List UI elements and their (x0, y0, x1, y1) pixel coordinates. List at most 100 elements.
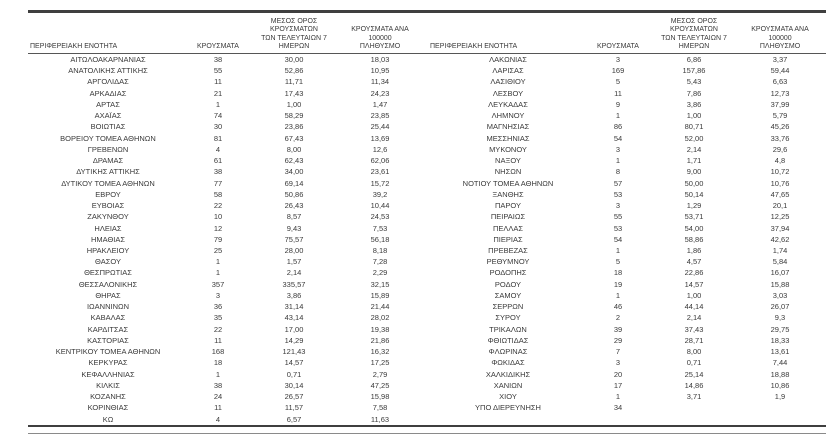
col-header-region: ΠΕΡΙΦΕΡΕΙΑΚΗ ΕΝΟΤΗΤΑ (430, 43, 518, 51)
table-row: ΦΛΩΡΙΝΑΣ 7 8,00 13,61 (428, 346, 820, 357)
table-row: ΚΙΛΚΙΣ 38 30,14 47,25 (28, 380, 420, 391)
col-header-cases: ΚΡΟΥΣΜΑΤΑ (597, 43, 639, 51)
cases-cell: 1 (615, 245, 621, 255)
per100k-cell: 42,62 (770, 234, 790, 244)
cases-cell: 20 (613, 369, 623, 379)
region-cell: ΕΒΡΟΥ (95, 189, 121, 199)
avg7-cell: 8,00 (286, 144, 302, 154)
cases-cell: 11 (214, 335, 222, 345)
per100k-cell: 9,3 (774, 313, 786, 323)
table-row: ΛΑΡΙΣΑΣ 169 157,86 59,44 (428, 65, 820, 76)
per100k-cell: 13,61 (770, 347, 790, 357)
cases-cell: 55 (613, 212, 623, 222)
cases-cell: 5 (615, 77, 621, 87)
per100k-cell: 15,89 (370, 290, 390, 300)
per100k-cell: 37,94 (770, 223, 790, 233)
region-cell: ΔΥΤΙΚΟΥ ΤΟΜΕΑ ΑΘΗΝΩΝ (61, 178, 155, 188)
table-row: ΠΕΙΡΑΙΩΣ 55 53,71 12,25 (428, 211, 820, 222)
avg7-cell: 11,71 (284, 77, 304, 87)
table-row: ΚΑΣΤΟΡΙΑΣ 11 14,29 21,86 (28, 335, 420, 346)
table-row: ΚΩ 4 6,57 11,63 (28, 414, 420, 425)
cases-cell: 61 (213, 156, 223, 166)
table-row: ΝΗΣΩΝ 8 9,00 10,72 (428, 166, 820, 177)
region-cell: ΛΑΣΙΘΙΟΥ (490, 77, 526, 87)
cases-table-right: ΠΕΡΙΦΕΡΕΙΑΚΗ ΕΝΟΤΗΤΑ ΚΡΟΥΣΜΑΤΑ ΜΕΣΟΣ ΟΡΟ… (428, 12, 820, 414)
avg7-cell: 8,00 (686, 347, 702, 357)
table-row: ΧΑΛΚΙΔΙΚΗΣ 20 25,14 18,88 (428, 369, 820, 380)
avg7-cell: 14,57 (284, 358, 304, 368)
avg7-cell: 54,00 (684, 223, 704, 233)
table-row: ΚΟΡΙΝΘΙΑΣ 11 11,57 7,58 (28, 402, 420, 413)
table-row: ΛΑΚΩΝΙΑΣ 3 6,86 3,37 (428, 54, 820, 65)
per100k-cell: 12,6 (372, 144, 388, 154)
per100k-cell: 20,1 (772, 201, 788, 211)
table-row: ΞΑΝΘΗΣ 53 50,14 47,65 (428, 189, 820, 200)
per100k-cell: 28,02 (370, 313, 390, 323)
table-row: ΚΑΡΔΙΤΣΑΣ 22 17,00 19,38 (28, 324, 420, 335)
region-cell: ΚΟΡΙΝΘΙΑΣ (87, 403, 129, 413)
region-cell: ΑΡΤΑΣ (96, 99, 120, 109)
table-body: ΑΙΤΩΛΟΑΚΑΡΝΑΝΙΑΣ 38 30,00 18,03 ΑΝΑΤΟΛΙΚΗΣ Α… (28, 54, 420, 425)
per100k-cell: 15,98 (370, 392, 390, 402)
cases-cell: 39 (613, 324, 623, 334)
table-row: ΤΡΙΚΑΛΩΝ 39 37,43 29,75 (428, 324, 820, 335)
avg7-cell: 58,29 (284, 111, 304, 121)
cases-cell: 46 (613, 302, 623, 312)
table-row: ΑΡΓΟΛΙΔΑΣ 11 11,71 11,34 (28, 76, 420, 87)
table-row: ΒΟΙΩΤΙΑΣ 30 23,86 25,44 (28, 121, 420, 132)
avg7-cell: 0,71 (686, 358, 702, 368)
per100k-cell: 21,86 (370, 335, 390, 345)
region-cell: ΣΥΡΟΥ (495, 313, 521, 323)
bottom-thin-rule (28, 433, 826, 434)
table-row: ΛΕΥΚΑΔΑΣ 9 3,86 37,99 (428, 99, 820, 110)
cases-cell: 3 (215, 290, 221, 300)
cases-cell: 38 (213, 380, 223, 390)
cases-cell: 54 (613, 234, 623, 244)
table-row: ΛΕΣΒΟΥ 11 7,86 12,73 (428, 88, 820, 99)
cases-cell: 81 (213, 133, 223, 143)
table-row: ΑΝΑΤΟΛΙΚΗΣ ΑΤΤΙΚΗΣ 55 52,86 10,95 (28, 65, 420, 76)
per100k-cell: 16,07 (770, 268, 790, 278)
cases-cell: 3 (615, 358, 621, 368)
per100k-cell: 3,37 (772, 55, 788, 64)
table-row: ΣΥΡΟΥ 2 2,14 9,3 (428, 312, 820, 323)
avg7-cell: 50,00 (684, 178, 704, 188)
cases-cell: 1 (215, 369, 221, 379)
per100k-cell: 4,8 (774, 156, 786, 166)
per100k-cell: 18,88 (770, 369, 790, 379)
cases-cell: 357 (211, 279, 225, 289)
avg7-cell: 25,14 (684, 369, 704, 379)
region-cell: ΞΑΝΘΗΣ (492, 189, 524, 199)
per100k-cell: 10,72 (770, 167, 790, 177)
region-cell: ΚΑΣΤΟΡΙΑΣ (87, 335, 129, 345)
table-row: ΚΑΒΑΛΑΣ 35 43,14 28,02 (28, 312, 420, 323)
avg7-cell: 14,29 (284, 335, 304, 345)
region-cell: ΛΕΥΚΑΔΑΣ (488, 99, 528, 109)
cases-cell: 22 (213, 201, 223, 211)
col-header-cases: ΚΡΟΥΣΜΑΤΑ (197, 43, 239, 51)
table-row: ΦΩΚΙΔΑΣ 3 0,71 7,44 (428, 357, 820, 368)
avg7-cell: 75,57 (284, 234, 304, 244)
cases-cell: 1 (215, 99, 221, 109)
per100k-cell: 11,34 (370, 77, 390, 87)
region-cell: ΑΧΑΪΑΣ (94, 111, 122, 121)
table-row: ΝΑΞΟΥ 1 1,71 4,8 (428, 155, 820, 166)
per100k-cell: 7,28 (372, 257, 388, 267)
per100k-cell: 62,06 (370, 156, 390, 166)
avg7-cell: 2,14 (686, 313, 702, 323)
region-cell: ΗΡΑΚΛΕΙΟΥ (86, 245, 130, 255)
region-cell: ΡΕΘΥΜΝΟΥ (486, 257, 530, 267)
table-row: ΡΟΔΟΥ 19 14,57 15,88 (428, 279, 820, 290)
cases-cell: 38 (213, 55, 223, 64)
region-cell: ΤΡΙΚΑΛΩΝ (489, 324, 527, 334)
table-row: ΠΡΕΒΕΖΑΣ 1 1,86 1,74 (428, 245, 820, 256)
table-row: ΘΕΣΣΑΛΟΝΙΚΗΣ 357 335,57 32,15 (28, 279, 420, 290)
table-row: ΓΡΕΒΕΝΩΝ 4 8,00 12,6 (28, 144, 420, 155)
table-row: ΧΑΝΙΩΝ 17 14,86 10,86 (428, 380, 820, 391)
avg7-cell: 44,14 (684, 302, 704, 312)
table-row: ΦΘΙΩΤΙΔΑΣ 29 28,71 18,33 (428, 335, 820, 346)
table-row: ΑΡΚΑΔΙΑΣ 21 17,43 24,23 (28, 88, 420, 99)
table-row: ΡΕΘΥΜΝΟΥ 5 4,57 5,84 (428, 256, 820, 267)
per100k-cell: 15,88 (770, 279, 790, 289)
